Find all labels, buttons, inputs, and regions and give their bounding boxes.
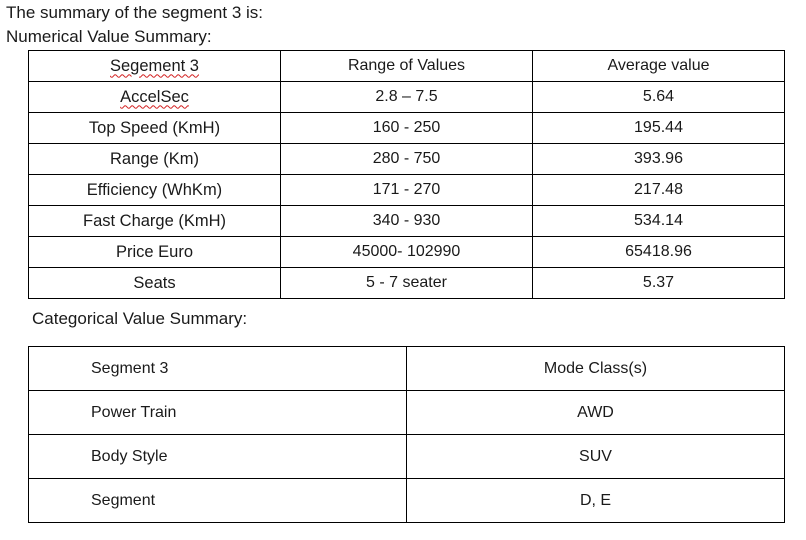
metric-label-text: AccelSec <box>120 87 189 106</box>
range-cell: 171 - 270 <box>280 174 533 206</box>
table-header-row: Segment 3 Mode Class(s) <box>28 346 785 391</box>
header-cell: Mode Class(s) <box>406 346 785 391</box>
category-label: Body Style <box>28 434 407 479</box>
table-row: Top Speed (KmH) 160 - 250 195.44 <box>28 112 785 144</box>
metric-label: Price Euro <box>28 236 281 268</box>
range-cell: 2.8 – 7.5 <box>280 81 533 113</box>
numerical-summary-heading: Numerical Value Summary: <box>6 27 212 46</box>
range-cell: 340 - 930 <box>280 205 533 237</box>
header-cell: Segement 3 <box>28 50 281 82</box>
header-cell: Average value <box>532 50 785 82</box>
table-row: Power Train AWD <box>28 390 785 435</box>
metric-label: Fast Charge (KmH) <box>28 205 281 237</box>
summary-title: The summary of the segment 3 is: <box>6 3 263 22</box>
average-cell: 393.96 <box>532 143 785 175</box>
metric-label: Top Speed (KmH) <box>28 112 281 144</box>
table-row: Body Style SUV <box>28 434 785 479</box>
categorical-summary-heading: Categorical Value Summary: <box>32 309 248 328</box>
range-cell: 5 - 7 seater <box>280 267 533 299</box>
mode-class-cell: SUV <box>406 434 785 479</box>
categorical-summary-table: Segment 3 Mode Class(s) Power Train AWD … <box>28 346 785 523</box>
metric-label: AccelSec <box>28 81 281 113</box>
metric-label: Efficiency (WhKm) <box>28 174 281 206</box>
metric-label: Seats <box>28 267 281 299</box>
table-row: Efficiency (WhKm) 171 - 270 217.48 <box>28 174 785 206</box>
category-label: Power Train <box>28 390 407 435</box>
range-cell: 45000- 102990 <box>280 236 533 268</box>
table-row: AccelSec 2.8 – 7.5 5.64 <box>28 81 785 113</box>
segment-header-text: Segement 3 <box>110 56 199 75</box>
range-cell: 160 - 250 <box>280 112 533 144</box>
average-cell: 217.48 <box>532 174 785 206</box>
header-cell: Segment 3 <box>28 346 407 391</box>
numerical-summary-table: Segement 3 Range of Values Average value… <box>28 50 785 299</box>
table-row: Seats 5 - 7 seater 5.37 <box>28 267 785 299</box>
average-cell: 5.64 <box>532 81 785 113</box>
header-cell: Range of Values <box>280 50 533 82</box>
category-label: Segment <box>28 478 407 523</box>
table-row: Fast Charge (KmH) 340 - 930 534.14 <box>28 205 785 237</box>
table-row: Price Euro 45000- 102990 65418.96 <box>28 236 785 268</box>
range-cell: 280 - 750 <box>280 143 533 175</box>
average-cell: 195.44 <box>532 112 785 144</box>
table-row: Segment D, E <box>28 478 785 523</box>
average-cell: 534.14 <box>532 205 785 237</box>
average-cell: 5.37 <box>532 267 785 299</box>
metric-label: Range (Km) <box>28 143 281 175</box>
average-cell: 65418.96 <box>532 236 785 268</box>
table-header-row: Segement 3 Range of Values Average value <box>28 50 785 82</box>
table-row: Range (Km) 280 - 750 393.96 <box>28 143 785 175</box>
mode-class-cell: D, E <box>406 478 785 523</box>
mode-class-cell: AWD <box>406 390 785 435</box>
